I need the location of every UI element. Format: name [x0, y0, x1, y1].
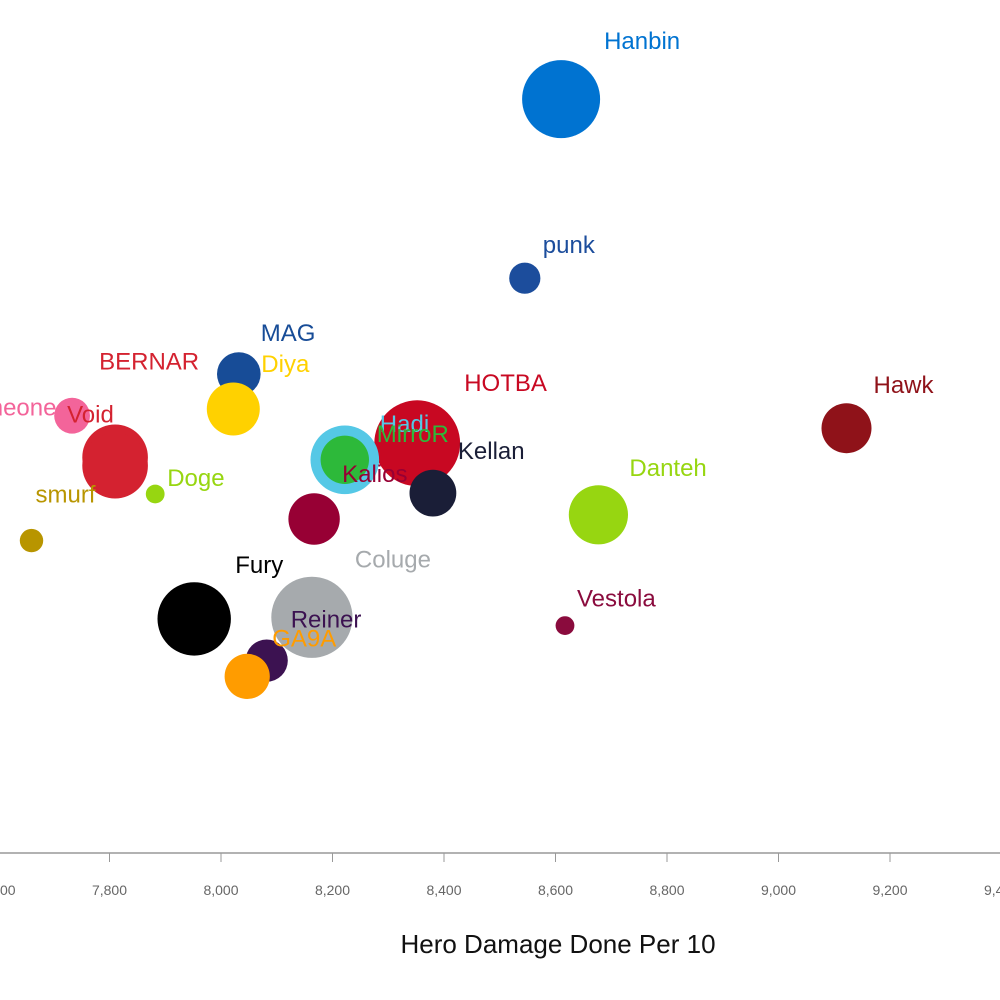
label-bernar: BERNAR: [99, 348, 199, 375]
label-vestola: Vestola: [577, 586, 656, 613]
label-danteh: Danteh: [629, 455, 706, 482]
label-ga9a: GA9A: [272, 625, 336, 652]
x-tick-label: 9,200: [872, 882, 907, 898]
points-layer: [19, 60, 872, 700]
x-tick-label: 8,200: [315, 882, 350, 898]
label-mirror: MirroR: [377, 421, 449, 448]
x-tick-label: 8,600: [538, 882, 573, 898]
label-hotba: HOTBA: [464, 370, 547, 397]
label-someone: Someone: [0, 395, 56, 422]
x-tick-label: 9,400: [984, 882, 1000, 898]
label-hanbin: Hanbin: [604, 28, 680, 55]
x-axis-ticks: 7,600 7,800 8,000 8,200 8,400 8,600 8,800 9,000…: [0, 853, 1000, 898]
x-tick-label: 7,600: [0, 882, 16, 898]
label-kellan: Kellan: [458, 438, 525, 465]
point-kalios[interactable]: [288, 493, 340, 545]
label-kalios: Kalios: [342, 461, 407, 488]
label-diya: Diya: [261, 351, 310, 378]
point-mirror[interactable]: [320, 435, 369, 484]
label-doge: Doge: [167, 465, 224, 492]
x-tick-label: 7,800: [92, 882, 127, 898]
point-hawk[interactable]: [821, 403, 872, 454]
point-kellan[interactable]: [409, 469, 457, 517]
label-punk: punk: [543, 232, 596, 259]
point-fury[interactable]: [157, 582, 231, 656]
label-reiner: Reiner: [291, 607, 362, 634]
point-vestola[interactable]: [555, 616, 575, 635]
point-void[interactable]: [82, 432, 148, 499]
labels-layer: Hanbin punk MAG Diya BERNAR Someone Void HOTBA H…: [0, 28, 935, 652]
label-smurf: smurf: [36, 482, 96, 509]
x-tick-label: 8,800: [649, 882, 684, 898]
x-tick-label: 8,400: [426, 882, 461, 898]
point-danteh[interactable]: [568, 485, 629, 545]
point-diya[interactable]: [206, 382, 260, 436]
point-doge[interactable]: [145, 484, 165, 504]
label-void: Void: [67, 402, 114, 429]
point-coluge[interactable]: [271, 576, 353, 658]
point-punk[interactable]: [509, 262, 541, 294]
point-someone[interactable]: [54, 397, 90, 434]
point-hanbin[interactable]: [522, 60, 601, 139]
label-mag: MAG: [261, 320, 316, 347]
x-tick-label: 9,000: [761, 882, 796, 898]
label-hawk: Hawk: [874, 372, 935, 399]
x-tick-label: 8,000: [203, 882, 238, 898]
label-fury: Fury: [235, 552, 283, 579]
point-smurf[interactable]: [19, 528, 44, 553]
x-axis-title: Hero Damage Done Per 10: [400, 929, 715, 959]
label-coluge: Coluge: [355, 546, 431, 573]
label-hadi: Hadi: [380, 411, 429, 438]
point-hotba[interactable]: [374, 400, 461, 487]
point-ga9a[interactable]: [224, 653, 270, 700]
